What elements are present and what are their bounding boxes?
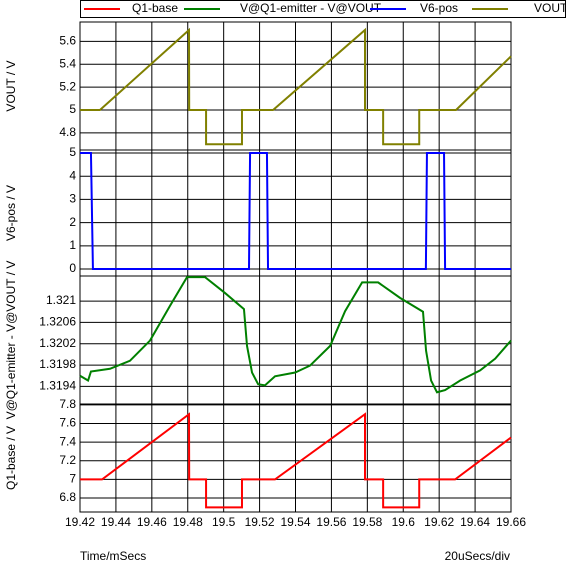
y-axis-label: V@Q1-emitter - V@VOUT / V: [4, 261, 18, 420]
y-tick-label: 2: [69, 215, 76, 229]
legend-label: Q1-base: [132, 1, 178, 15]
y-tick-label: 1.3198: [39, 357, 76, 371]
y-tick-label: 1.3206: [39, 315, 76, 329]
y-axis-label: VOUT / V: [4, 60, 18, 111]
y-tick-label: 3: [69, 192, 76, 206]
series-line: [80, 152, 511, 271]
x-tick-label: 19.5: [212, 515, 236, 529]
y-tick-label: 0: [69, 261, 76, 275]
x-tick-label: 19.58: [352, 515, 382, 529]
x-tick-label: 19.62: [424, 515, 454, 529]
y-axis-label: V6-pos / V: [4, 185, 18, 241]
y-tick-label: 7.6: [59, 416, 76, 430]
y-tick-label: 1.3202: [39, 336, 76, 350]
y-tick-label: 7.8: [59, 397, 76, 411]
y-tick-label: 4: [69, 168, 76, 182]
y-tick-label: 1.321: [46, 293, 76, 307]
plot-frame: [79, 403, 512, 513]
x-axis-label: Time/mSecs: [80, 549, 146, 563]
legend-label: V6-pos: [420, 1, 458, 15]
y-tick-label: 1: [69, 238, 76, 252]
y-tick-label: 7: [69, 472, 76, 486]
series-line: [80, 27, 512, 146]
x-tick-label: 19.48: [173, 515, 203, 529]
x-tick-label: 19.64: [460, 515, 490, 529]
x-tick-label: 19.6: [392, 515, 416, 529]
y-tick-label: 5.6: [59, 34, 76, 48]
series-line: [80, 412, 512, 509]
y-axis-label: Q1-base / V: [4, 426, 18, 490]
x-tick-label: 19.42: [65, 515, 95, 529]
series-line: [79, 276, 512, 394]
y-tick-label: 5.2: [59, 79, 76, 93]
y-tick-label: 7.4: [59, 434, 76, 448]
annotation: 20uSecs/div: [445, 549, 510, 563]
y-tick-label: 4.8: [59, 125, 76, 139]
x-tick-label: 19.66: [496, 515, 526, 529]
y-tick-label: 5: [69, 102, 76, 116]
x-tick-label: 19.56: [316, 515, 346, 529]
y-tick-label: 5: [69, 145, 76, 159]
y-tick-label: 7.2: [59, 453, 76, 467]
y-tick-label: 1.3194: [39, 379, 76, 393]
legend-label: VOUT: [534, 1, 566, 15]
x-tick-label: 19.46: [137, 515, 167, 529]
legend-label: V@Q1-emitter - V@VOUT: [240, 1, 382, 15]
x-tick-label: 19.52: [245, 515, 275, 529]
y-tick-label: 5.4: [59, 56, 76, 70]
x-tick-label: 19.44: [101, 515, 131, 529]
y-tick-label: 6.8: [59, 490, 76, 504]
x-tick-label: 19.54: [280, 515, 310, 529]
